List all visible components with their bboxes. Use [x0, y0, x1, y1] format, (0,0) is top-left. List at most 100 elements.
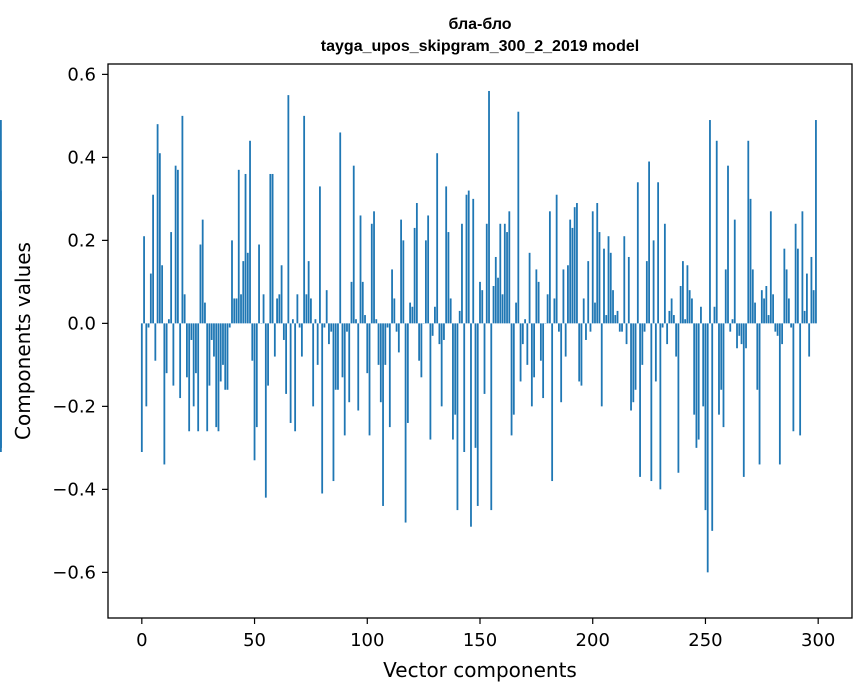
bar [165, 323, 168, 374]
bar [569, 219, 572, 324]
y-axis-label: Components values [11, 242, 35, 440]
bar [528, 252, 531, 324]
bar [542, 323, 545, 399]
bar [767, 315, 770, 324]
bar [192, 323, 195, 407]
bar [395, 323, 398, 332]
bar [461, 223, 463, 324]
bar [208, 323, 211, 386]
bar [161, 265, 164, 324]
bar [167, 319, 170, 324]
bar [463, 323, 466, 452]
bar [695, 323, 698, 448]
bar [738, 323, 741, 336]
bar [341, 323, 344, 378]
bar [702, 323, 705, 407]
bar [603, 248, 605, 324]
bar [319, 186, 321, 324]
bar [645, 261, 648, 324]
bar [625, 323, 628, 345]
bar [280, 265, 283, 324]
bar [506, 232, 508, 324]
bar [397, 323, 400, 353]
y-axis-ticks: −0.6 −0.4 −0.2 0.0 0.2 0.4 0.6 [52, 64, 108, 583]
bar [774, 323, 777, 332]
bar [551, 323, 554, 482]
bar [210, 323, 213, 340]
bar [273, 323, 276, 357]
bar [815, 120, 817, 324]
bar [810, 256, 813, 324]
bar [769, 211, 772, 324]
bar [197, 323, 200, 432]
bar [524, 319, 526, 324]
bar [672, 315, 675, 324]
bar [799, 323, 802, 436]
bar [240, 294, 242, 324]
bar [756, 323, 759, 390]
bar [776, 323, 779, 336]
bar [152, 194, 154, 324]
bar [479, 281, 481, 324]
bar [668, 310, 671, 324]
bar [323, 323, 326, 328]
bar [325, 290, 328, 324]
bar [760, 290, 763, 324]
bar [607, 236, 610, 324]
bar [258, 244, 260, 324]
bar [643, 323, 646, 332]
bar [443, 323, 445, 340]
bar [494, 256, 497, 324]
bar [801, 211, 804, 324]
bar [361, 281, 364, 324]
bar [454, 323, 457, 415]
bar [231, 240, 233, 324]
bar [465, 194, 468, 324]
bar [262, 294, 265, 324]
bar [616, 310, 619, 324]
bar [458, 310, 461, 324]
bar [409, 302, 412, 324]
bar [249, 140, 251, 324]
bar [720, 323, 723, 390]
bar [666, 323, 669, 345]
bar [359, 215, 362, 324]
bar [700, 306, 702, 324]
bar [713, 306, 716, 324]
bar [418, 323, 421, 361]
bar [269, 173, 272, 324]
bar [267, 323, 269, 386]
bar [312, 323, 315, 407]
bar [657, 182, 660, 324]
bar [580, 323, 583, 386]
bar [537, 281, 540, 324]
bar [420, 323, 423, 378]
bar [343, 323, 346, 436]
y-tick-label: −0.4 [52, 479, 96, 500]
x-tick-label: 50 [243, 630, 266, 651]
bar [564, 323, 567, 357]
bar [803, 310, 806, 324]
bar [598, 232, 601, 324]
bar [215, 323, 218, 428]
bar [339, 132, 342, 324]
bar [357, 323, 360, 411]
bar [355, 319, 357, 324]
bar [742, 323, 745, 477]
bar [289, 323, 292, 423]
bar [618, 323, 621, 332]
bar [763, 298, 765, 324]
bar [190, 323, 193, 340]
bar [145, 323, 148, 407]
bar [0, 323, 2, 448]
bar [147, 323, 150, 328]
bar [201, 219, 204, 324]
y-tick-label: 0.0 [67, 313, 96, 334]
bar [172, 323, 175, 386]
bar [217, 323, 220, 432]
bar [305, 294, 308, 324]
bar [316, 323, 319, 365]
bar [237, 169, 240, 324]
bar [264, 323, 267, 498]
bar [179, 323, 182, 399]
